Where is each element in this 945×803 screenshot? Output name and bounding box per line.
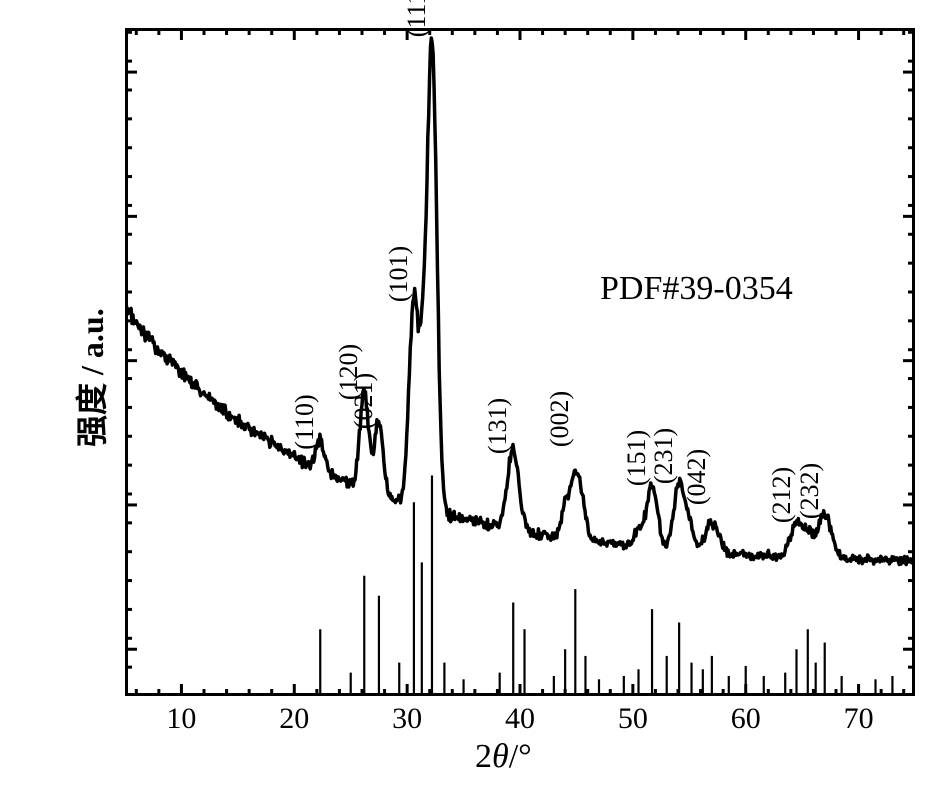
- x-axis-title: 2θ/°: [475, 738, 532, 776]
- x-tick-label: 30: [387, 702, 427, 736]
- peak-label: (111): [402, 0, 432, 55]
- x-tick-label: 60: [726, 702, 766, 736]
- plot-svg: [125, 28, 915, 696]
- peak-label: (232): [795, 446, 825, 536]
- peak-label: (131): [483, 381, 513, 471]
- plot-area: [125, 28, 915, 696]
- peak-label: (021): [349, 356, 379, 446]
- reference-pdf-label: PDF#39-0354: [600, 270, 793, 308]
- x-tick-label: 20: [274, 702, 314, 736]
- peak-label: (101): [384, 229, 414, 319]
- peak-label: (002): [545, 374, 575, 464]
- x-tick-label: 70: [839, 702, 879, 736]
- peak-label: (110): [290, 377, 320, 467]
- peak-label: (212): [767, 450, 797, 540]
- xrd-chart: 强度 / a.u. 2θ/° PDF#39-0354 10 20 30 40 50 60 7…: [0, 0, 945, 803]
- x-tick-label: 50: [613, 702, 653, 736]
- x-tick-label: 40: [500, 702, 540, 736]
- peak-label: (042): [682, 432, 712, 522]
- x-tick-label: 10: [161, 702, 201, 736]
- y-axis-title: 强度 / a.u.: [67, 308, 113, 447]
- peak-label: (231): [649, 411, 679, 501]
- peak-label: (151): [622, 413, 652, 503]
